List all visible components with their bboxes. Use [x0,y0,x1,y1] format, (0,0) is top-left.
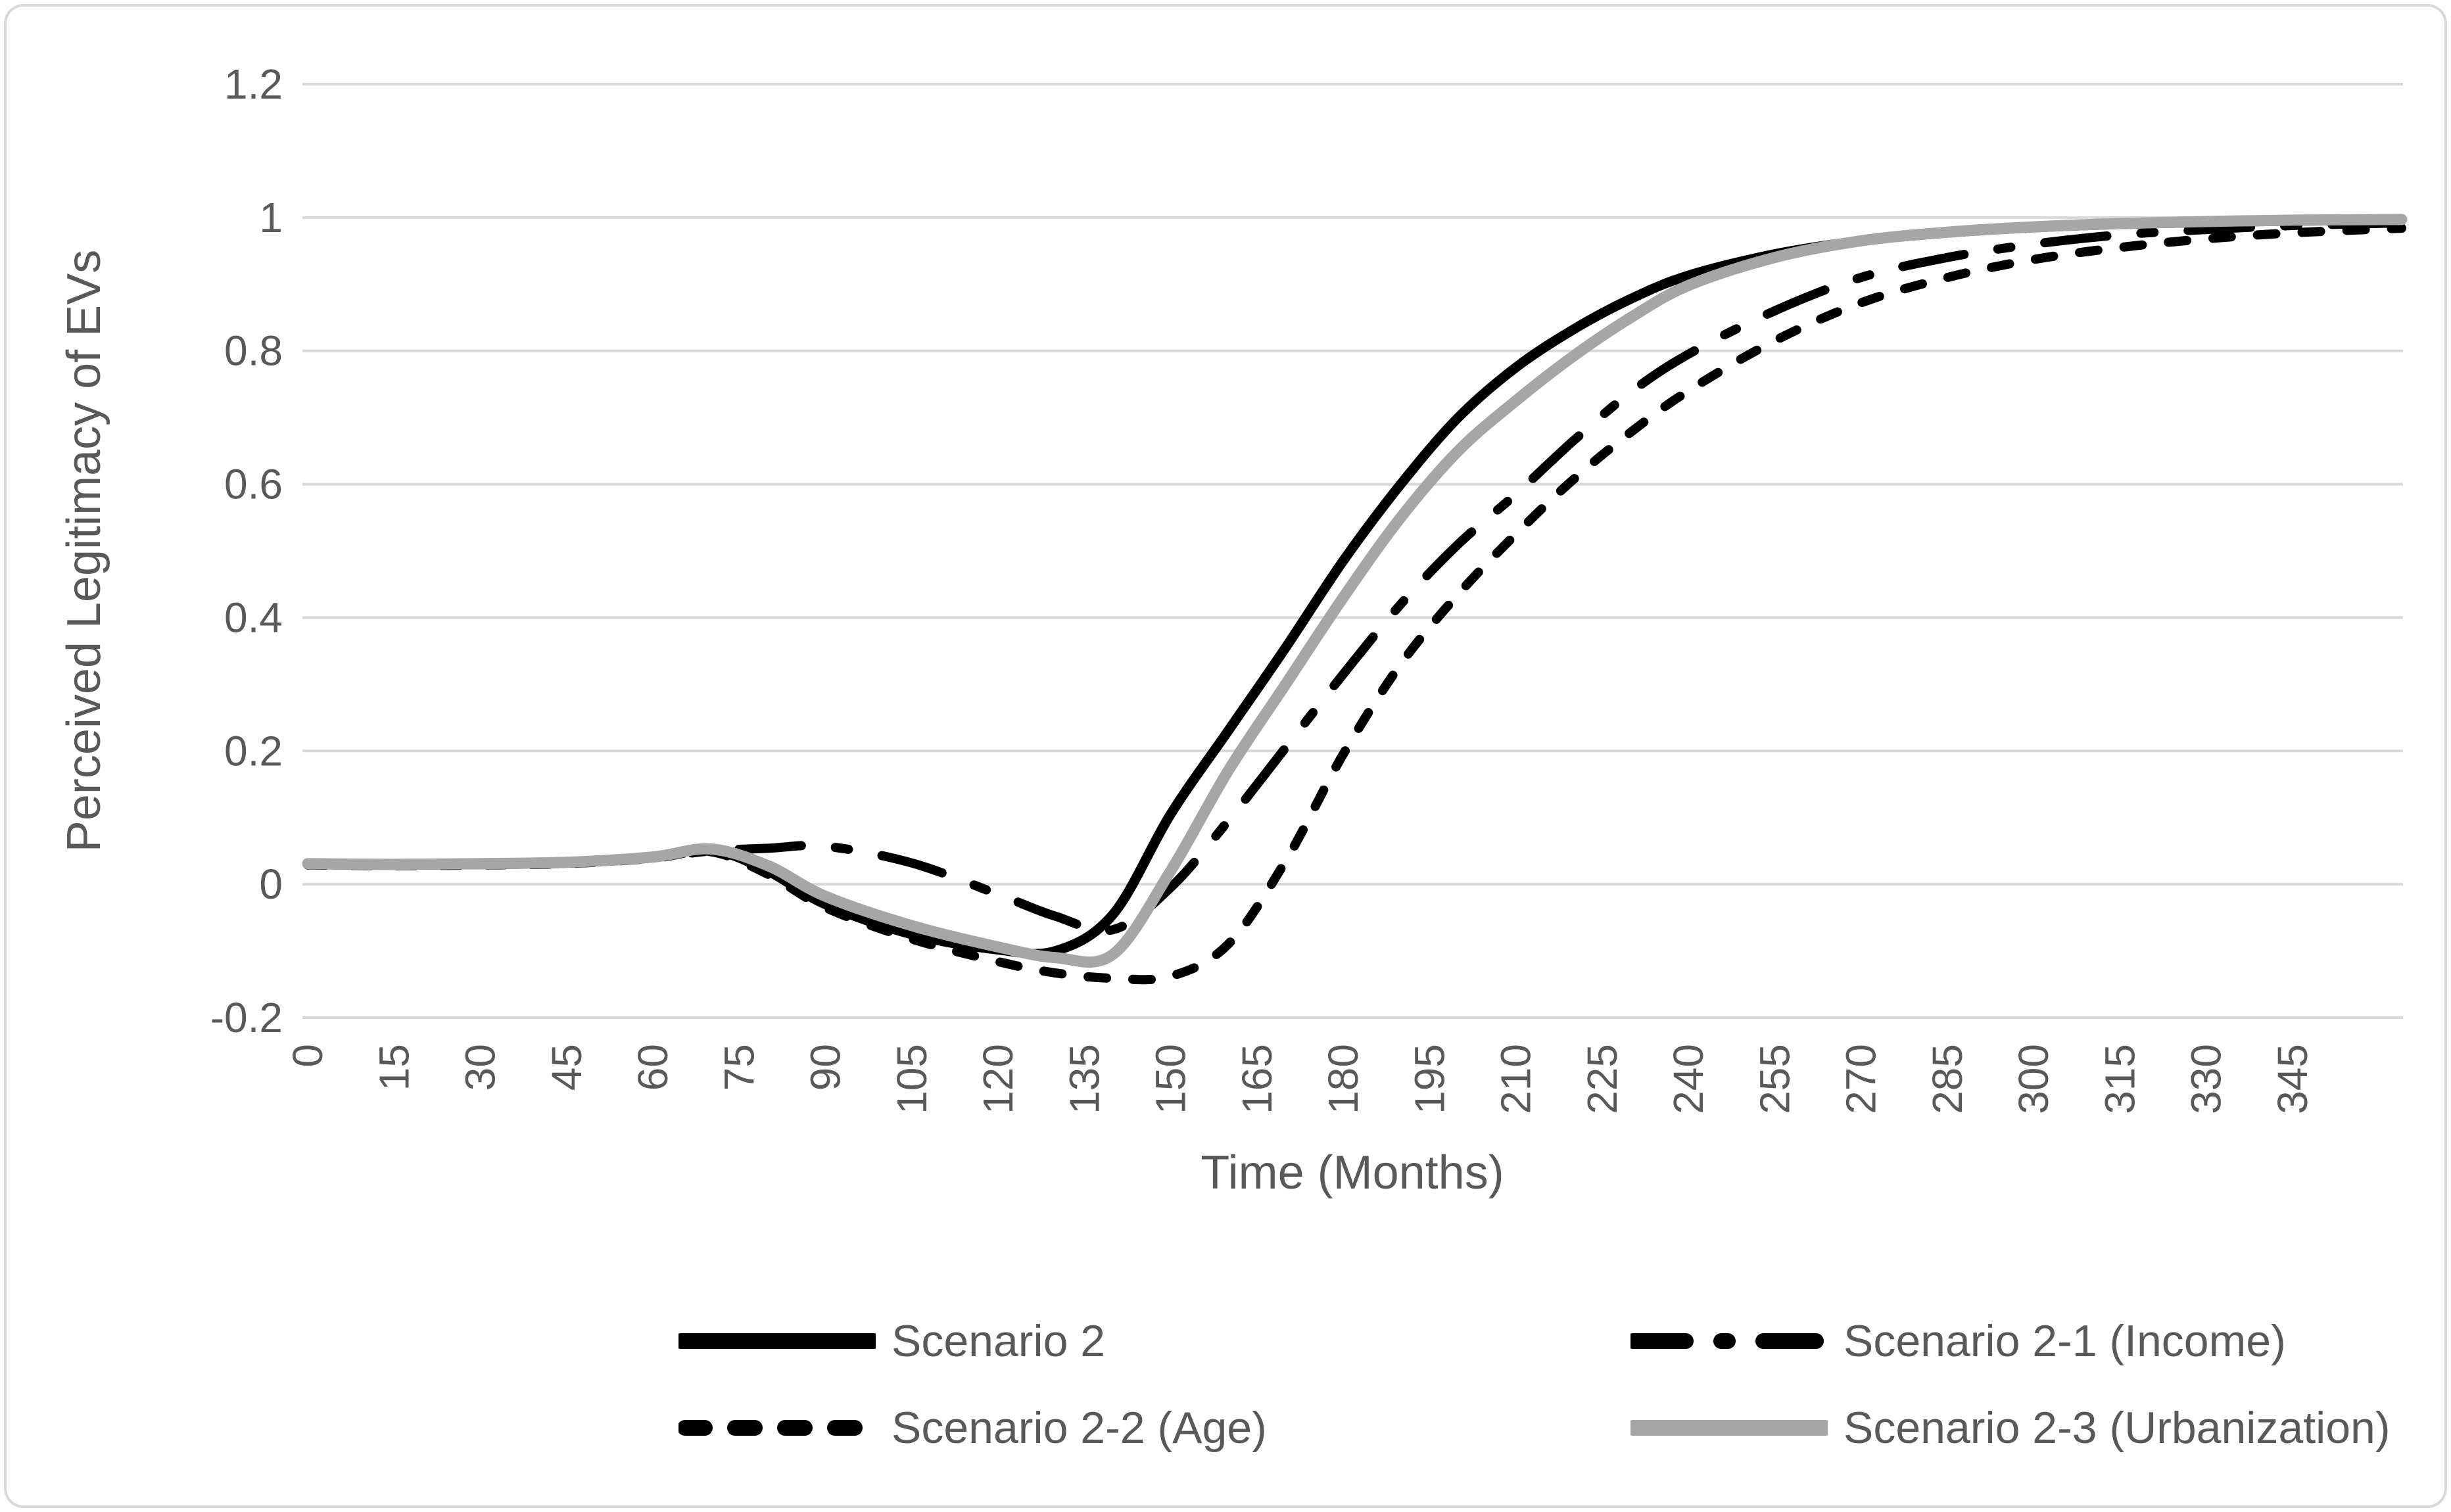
legend-item-scenario-2-2-age[interactable]: Scenario 2-2 (Age) [678,1392,1267,1464]
y-tick-label: 0.2 [224,727,283,774]
x-axis-title: Time (Months) [1201,1146,1504,1199]
x-tick-label: 225 [1579,1044,1626,1114]
x-tick-label: 240 [1665,1044,1712,1114]
x-tick-label: 150 [1147,1044,1195,1114]
legend-swatch-solid-black-icon [678,1333,876,1349]
x-tick-label: 90 [802,1044,849,1091]
x-tick-label: 165 [1233,1044,1281,1114]
x-axis-tick-labels: 0 15 30 45 60 75 90 105 120 135 150 165 180 195 210 225… [284,1044,2316,1114]
series-line-scenario-2-3-urbanization[interactable] [302,214,2408,968]
y-tick-label: 1 [259,194,283,241]
gridlines [302,83,2403,1019]
legend-item-scenario-2-3-urbanization[interactable]: Scenario 2-3 (Urbanization) [1630,1392,2391,1464]
legend-swatch-long-dash-icon [1630,1333,1828,1349]
legend-label: Scenario 2-3 (Urbanization) [1844,1403,2391,1453]
x-tick-label: 45 [543,1044,590,1091]
y-tick-label: -0.2 [210,994,283,1041]
chart-legend: Scenario 2 Scenario 2-1 (Income) Scenari… [0,1305,2451,1502]
x-tick-label: 0 [284,1044,331,1068]
x-tick-label: 15 [370,1044,417,1091]
x-tick-label: 60 [629,1044,677,1091]
chart-outer-border [4,4,2447,1508]
x-tick-label: 75 [715,1044,763,1091]
y-tick-label: 0.6 [224,461,283,508]
legend-label: Scenario 2 [892,1316,1106,1366]
y-tick-label: 0.4 [224,594,283,641]
legend-item-scenario-2-1-income[interactable]: Scenario 2-1 (Income) [1630,1305,2286,1377]
x-tick-label: 255 [1751,1044,1798,1114]
x-tick-label: 300 [2010,1044,2057,1114]
x-tick-label: 285 [1924,1044,1971,1114]
y-axis-tick-labels: 1.2 1 0.8 0.6 0.4 0.2 0 -0.2 [210,60,283,1041]
x-tick-label: 270 [1838,1044,1885,1114]
x-tick-label: 105 [888,1044,936,1114]
y-axis-title: Perceived Legitimacy of EVs [58,250,110,852]
legend-label: Scenario 2-1 (Income) [1844,1316,2286,1366]
x-tick-label: 330 [2183,1044,2230,1114]
legend-label: Scenario 2-2 (Age) [892,1403,1267,1453]
x-tick-label: 210 [1492,1044,1540,1114]
x-tick-label: 180 [1320,1044,1367,1114]
series-lines[interactable] [302,214,2408,985]
y-tick-label: 0.8 [224,327,283,375]
x-tick-label: 345 [2269,1044,2316,1114]
y-tick-label: 0 [259,861,283,908]
x-tick-label: 120 [974,1044,1022,1114]
legend-swatch-solid-gray-icon [1630,1420,1828,1436]
y-tick-label: 1.2 [224,60,283,108]
x-tick-label: 315 [2096,1044,2143,1114]
series-line-scenario-2-2-age[interactable] [303,224,2406,985]
x-tick-label: 135 [1060,1044,1108,1114]
legend-swatch-short-dash-icon [678,1420,876,1436]
x-tick-label: 195 [1406,1044,1453,1114]
legend-item-scenario-2[interactable]: Scenario 2 [678,1305,1105,1377]
x-tick-label: 30 [457,1044,504,1091]
